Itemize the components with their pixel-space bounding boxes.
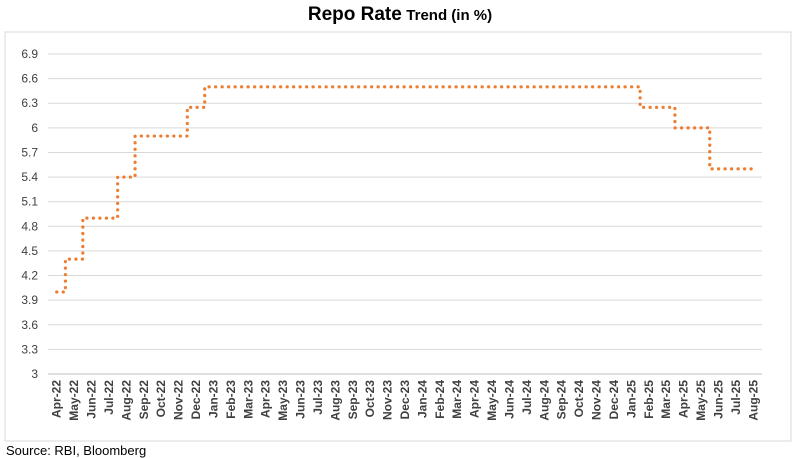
x-axis: Apr-22 May-22 Jun-22 Jul-22 Aug-22 Sep-22 Oct-… (48, 373, 762, 421)
y-tick-label: 4.8 (21, 219, 38, 233)
x-tick-label: Oct-24 (572, 380, 586, 418)
x-tick-label: Nov-22 (172, 380, 186, 420)
y-tick-label: 6 (31, 121, 38, 135)
y-tick-label: 4.5 (21, 244, 38, 258)
x-tick-label: Jun-23 (294, 380, 308, 419)
x-tick-label: Sep-23 (346, 380, 360, 420)
x-tick-label: Feb-23 (224, 380, 238, 419)
x-tick-label: Apr-23 (259, 380, 273, 418)
source-note: Source: RBI, Bloomberg (6, 443, 147, 458)
x-tick-label: Sep-22 (137, 380, 151, 420)
x-tick-label: Jun-22 (85, 380, 99, 419)
x-tick-label: May-23 (276, 380, 290, 421)
gridlines (48, 53, 762, 375)
x-tick-label: Jun-25 (711, 380, 725, 419)
x-tick-label: Jul-22 (102, 380, 116, 415)
x-tick-label: May-22 (67, 380, 81, 421)
x-tick-label: Jan-24 (415, 380, 429, 418)
x-tick-label: Aug-23 (328, 380, 342, 421)
x-tick-label: Aug-25 (746, 380, 760, 421)
x-tick-label: Aug-24 (537, 380, 551, 421)
x-tick-label: Dec-24 (607, 380, 621, 420)
y-axis: 3 3.3 3.6 3.9 4.2 4.5 4.8 5.1 5.4 5.7 6 6.3 6.6 6.9 (21, 47, 38, 381)
series-line (55, 85, 755, 294)
chart-border (4, 31, 792, 442)
x-tick-label: Jul-25 (729, 380, 743, 415)
chart-title-sub: Trend (in %) (406, 7, 493, 24)
y-tick-label: 5.1 (21, 195, 38, 209)
x-tick-label: Jul-24 (520, 380, 534, 415)
x-tick-label: Dec-23 (398, 380, 412, 420)
x-tick-label: Nov-23 (381, 380, 395, 420)
y-tick-label: 3.6 (21, 318, 38, 332)
x-tick-label: Oct-23 (363, 380, 377, 418)
x-tick-label: Apr-25 (677, 380, 691, 418)
chart-title-main: Repo Rate (307, 4, 402, 25)
x-tick-label: Jan-23 (206, 380, 220, 418)
x-tick-label: Jan-25 (624, 380, 638, 418)
y-tick-label: 3 (31, 367, 38, 381)
y-tick-label: 6.3 (21, 96, 38, 110)
x-tick-label: May-25 (694, 380, 708, 421)
x-tick-label: Sep-24 (555, 380, 569, 420)
x-tick-label: Aug-22 (119, 380, 133, 421)
y-tick-label: 5.4 (21, 170, 38, 184)
x-tick-label: Apr-22 (50, 380, 64, 418)
x-tick-label: Oct-22 (154, 380, 168, 418)
x-tick-label: Dec-22 (189, 380, 203, 420)
x-tick-label: Mar-24 (450, 380, 464, 419)
y-tick-label: 6.9 (21, 47, 38, 61)
y-tick-label: 3.3 (21, 342, 38, 356)
x-tick-label: Feb-24 (433, 380, 447, 419)
series-repo-rate (55, 85, 755, 294)
x-tick-label: Feb-25 (642, 380, 656, 419)
y-tick-label: 3.9 (21, 293, 38, 307)
x-tick-label: May-24 (485, 380, 499, 421)
x-tick-label: Mar-25 (659, 380, 673, 419)
x-tick-label: Apr-24 (468, 380, 482, 418)
x-tick-label: Jun-24 (502, 380, 516, 419)
x-tick-label: Nov-24 (590, 380, 604, 420)
x-tick-label: Jul-23 (311, 380, 325, 415)
y-tick-label: 5.7 (21, 145, 38, 159)
y-tick-label: 6.6 (21, 72, 38, 86)
chart-title: Repo Rate Trend (in %) (0, 4, 800, 26)
x-tick-label: Mar-23 (241, 380, 255, 419)
y-tick-label: 4.2 (21, 269, 38, 283)
